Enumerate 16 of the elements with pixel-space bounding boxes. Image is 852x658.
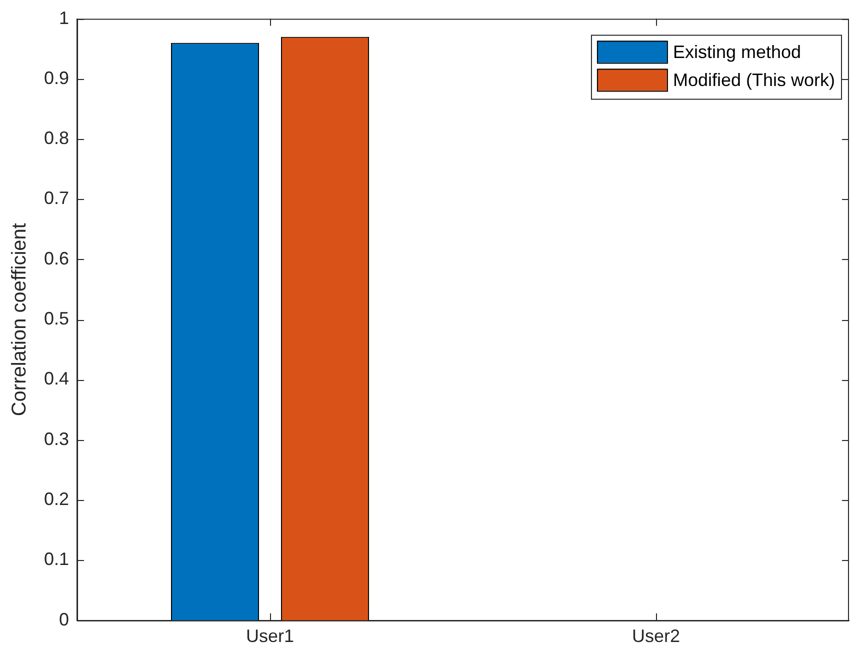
y-tick-label: 0.6	[44, 248, 70, 268]
y-axis-title: Correlation coefficient	[8, 222, 31, 416]
y-tick-label: 0.4	[44, 368, 70, 389]
y-tick-label: 0.5	[44, 308, 70, 329]
x-tick-label: User2	[632, 626, 680, 646]
x-tick-label: User1	[246, 626, 294, 646]
y-tick-label: 0.3	[44, 428, 70, 449]
y-tick-label: 0	[59, 609, 70, 630]
y-tick-label: 0.1	[44, 549, 70, 570]
y-tick-label: 0.9	[44, 68, 70, 88]
legend-label: Modified (This work)	[672, 70, 836, 90]
y-tick-label: 0.8	[44, 128, 70, 148]
y-tick-label: 0.2	[44, 489, 70, 510]
y-tick-label: 0.7	[44, 188, 70, 208]
legend-label: Existing method	[672, 42, 802, 62]
y-tick-label: 1	[59, 8, 70, 28]
